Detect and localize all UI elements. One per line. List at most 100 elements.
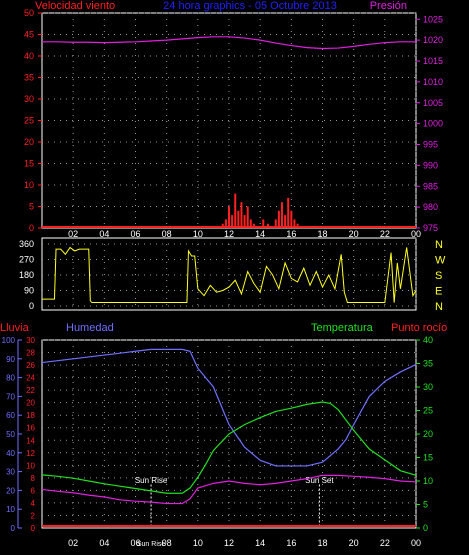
x-tick-label: 00 [411,229,421,239]
wind-y-tick: 35 [24,73,34,83]
compass-label: N [435,301,443,313]
x-tick-label: 12 [224,229,234,239]
pressure-y-tick: 1005 [423,98,443,108]
dewpoint-line [41,474,417,505]
pressure-y-tick: 975 [423,223,438,233]
x-tick-label: 12 [224,538,234,548]
wind-y-tick: 25 [24,116,34,126]
x-tick-label: 02 [68,538,78,548]
x-tick-label: 06 [130,538,140,548]
humidity-y-tick: 20 [6,486,15,495]
temperature-y-tick: 0 [423,523,428,533]
rain-label: Lluvia [0,322,30,334]
wind-y-tick: 45 [24,30,34,40]
compass-label: E [435,286,442,298]
x-tick-label: 18 [317,538,327,548]
direction-y-tick: 0 [29,301,34,311]
pressure-y-tick: 995 [423,140,438,150]
x-tick-label: 20 [349,229,359,239]
wind-direction-line [42,246,417,304]
temperature-y-tick: 15 [423,453,433,463]
rain-y-tick: 2 [31,511,36,520]
x-tick-label: 08 [162,538,172,548]
temperature-y-tick: 40 [423,335,433,345]
rain-y-tick: 6 [31,486,36,495]
direction-y-tick: 180 [19,270,34,280]
wind-y-tick: 20 [24,137,34,147]
x-tick-label: 08 [162,229,172,239]
temperature-y-tick: 30 [423,382,433,392]
x-tick-label: 16 [286,229,296,239]
temperature-y-tick: 35 [423,359,433,369]
wind-y-tick: 40 [24,51,34,61]
sunrise-axis-label: Sun Rise [137,541,166,548]
dewpoint-label: Punto rocío [391,322,447,334]
pressure-y-tick: 980 [423,202,438,212]
wind-y-tick: 50 [24,8,34,18]
compass-label: S [435,270,442,282]
temperature-y-tick: 20 [423,429,433,439]
x-tick-label: 16 [286,538,296,548]
rain-y-tick: 12 [26,449,35,458]
rain-y-tick: 30 [26,336,35,345]
x-tick-label: 18 [317,229,327,239]
temperature-line [41,401,417,494]
x-tick-label: 10 [193,538,203,548]
rain-y-tick: 28 [26,349,35,358]
temperature-y-tick: 5 [423,500,428,510]
temperature-label: Temperatura [311,322,374,334]
wind-y-tick: 10 [24,180,34,190]
rain-y-tick: 26 [26,361,35,370]
temperature-y-tick: 10 [423,476,433,486]
rain-y-tick: 16 [26,424,35,433]
direction-y-tick: 90 [24,286,34,296]
sun-annotation: Sun Set [305,476,334,485]
rain-y-tick: 18 [26,411,35,420]
rain-y-tick: 24 [26,374,35,383]
humidity-y-tick: 50 [6,430,15,439]
rain-y-tick: 14 [26,436,35,445]
humidity-y-tick: 100 [2,336,16,345]
x-tick-label: 10 [193,229,203,239]
header-chart-title: 24 hora graphics - 05 Octubre 2013 [163,0,337,12]
pressure-y-tick: 1020 [423,35,443,45]
pressure-y-tick: 985 [423,181,438,191]
pressure-y-tick: 990 [423,160,438,170]
wind-y-tick: 0 [29,223,34,233]
pressure-line [42,36,416,50]
wind-y-tick: 5 [29,202,34,212]
x-tick-label: 14 [255,229,265,239]
humidity-y-tick: 60 [6,411,15,420]
header-pressure-label: Presión [370,0,407,12]
x-tick-label: 02 [68,229,78,239]
humidity-y-tick: 30 [6,468,15,477]
direction-y-tick: 360 [19,239,34,249]
rain-y-tick: 10 [26,461,35,470]
x-tick-label: 22 [380,538,390,548]
humidity-label: Humedad [66,322,114,334]
header-wind-label: Velocidad viento [35,0,115,12]
rain-y-tick: 22 [26,386,35,395]
x-tick-label: 04 [99,538,109,548]
direction-y-tick: 270 [19,255,34,265]
pressure-y-tick: 1015 [423,56,443,66]
compass-label: N [435,239,443,251]
rain-y-tick: 20 [26,399,35,408]
pressure-y-tick: 1025 [423,14,443,24]
pressure-y-tick: 1000 [423,119,443,129]
pressure-y-tick: 1010 [423,77,443,87]
x-tick-label: 20 [349,538,359,548]
humidity-y-tick: 10 [6,505,15,514]
wind-y-tick: 30 [24,94,34,104]
compass-label: W [435,255,446,267]
humidity-y-tick: 40 [6,449,15,458]
humidity-y-tick: 0 [11,524,16,533]
humidity-y-tick: 90 [6,355,15,364]
x-tick-label: 14 [255,538,265,548]
temperature-y-tick: 25 [423,406,433,416]
rain-y-tick: 0 [31,524,36,533]
humidity-y-tick: 80 [6,374,15,383]
